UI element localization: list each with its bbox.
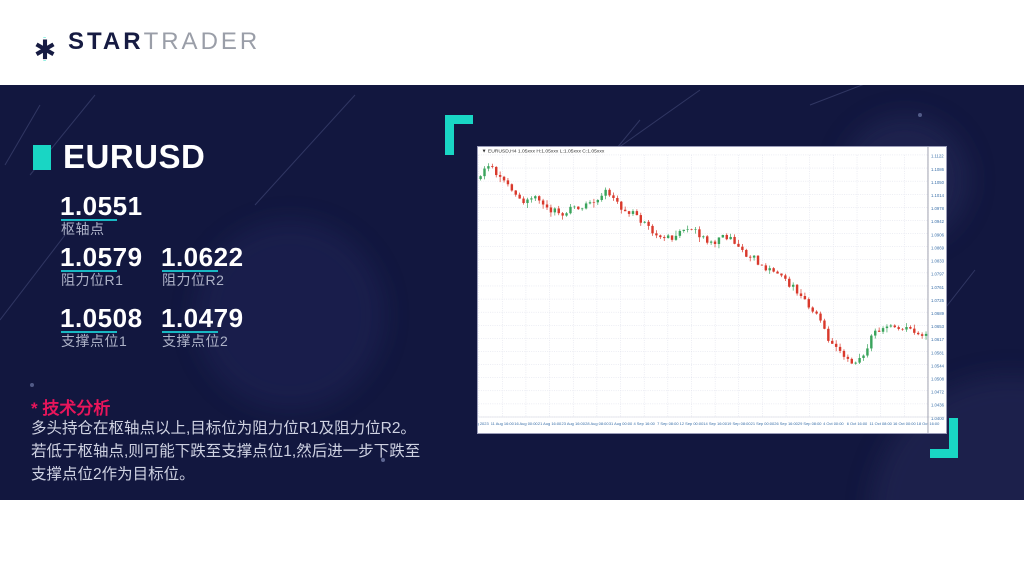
svg-text:9 Aug 2023: 9 Aug 2023 xyxy=(478,421,489,426)
svg-text:1.0978: 1.0978 xyxy=(931,206,945,211)
svg-text:4 Sep 16:00: 4 Sep 16:00 xyxy=(633,421,655,426)
svg-text:6 Oct 16:00: 6 Oct 16:00 xyxy=(847,421,868,426)
svg-text:1.0544: 1.0544 xyxy=(931,363,945,368)
svg-text:1.1122: 1.1122 xyxy=(931,154,944,159)
svg-text:21 Aug 16:00: 21 Aug 16:00 xyxy=(538,421,562,426)
svg-text:1.0400: 1.0400 xyxy=(931,416,945,421)
svg-text:1.0725: 1.0725 xyxy=(931,298,945,303)
svg-text:11 Oct 08:00: 11 Oct 08:00 xyxy=(869,421,892,426)
svg-text:12 Sep 00:00: 12 Sep 00:00 xyxy=(680,421,704,426)
svg-text:1.1014: 1.1014 xyxy=(931,193,945,198)
svg-text:23 Aug 16:00: 23 Aug 16:00 xyxy=(562,421,586,426)
svg-text:1.0472: 1.0472 xyxy=(931,389,945,394)
svg-text:1.0508: 1.0508 xyxy=(931,376,945,381)
svg-text:16 Oct 00:00: 16 Oct 00:00 xyxy=(893,421,917,426)
svg-text:1.1086: 1.1086 xyxy=(931,167,945,172)
svg-text:11 Aug 16:00: 11 Aug 16:00 xyxy=(491,421,515,426)
svg-text:1.0833: 1.0833 xyxy=(931,258,945,263)
svg-text:7 Sep 08:00: 7 Sep 08:00 xyxy=(657,421,679,426)
svg-text:1.0761: 1.0761 xyxy=(931,285,945,290)
svg-text:19 Sep 08:00: 19 Sep 08:00 xyxy=(727,421,751,426)
svg-text:1.0617: 1.0617 xyxy=(931,337,945,342)
svg-text:1.0906: 1.0906 xyxy=(931,232,945,237)
svg-text:1.0942: 1.0942 xyxy=(931,219,945,224)
svg-text:1.0581: 1.0581 xyxy=(931,350,945,355)
svg-text:28 Aug 08:00: 28 Aug 08:00 xyxy=(585,421,609,426)
svg-text:1.0869: 1.0869 xyxy=(931,245,945,250)
svg-text:▼ EURUSD,H4 1.05xxx H:1.05xxx: ▼ EURUSD,H4 1.05xxx H:1.05xxx L:1.05xxx … xyxy=(482,148,605,154)
svg-text:31 Aug 00:00: 31 Aug 00:00 xyxy=(609,421,633,426)
svg-text:21 Sep 00:00: 21 Sep 00:00 xyxy=(751,421,775,426)
svg-text:16 Aug 00:00: 16 Aug 00:00 xyxy=(514,421,538,426)
svg-text:1.0436: 1.0436 xyxy=(931,402,945,407)
svg-text:26 Sep 16:00: 26 Sep 16:00 xyxy=(774,421,798,426)
svg-text:1.1050: 1.1050 xyxy=(931,180,945,185)
svg-text:14 Sep 16:00: 14 Sep 16:00 xyxy=(703,421,727,426)
svg-text:1.0653: 1.0653 xyxy=(931,324,945,329)
svg-text:1.0689: 1.0689 xyxy=(931,311,945,316)
svg-text:4 Oct 00:00: 4 Oct 00:00 xyxy=(823,421,844,426)
svg-text:1.0797: 1.0797 xyxy=(931,271,945,276)
svg-text:29 Sep 08:00: 29 Sep 08:00 xyxy=(798,421,822,426)
